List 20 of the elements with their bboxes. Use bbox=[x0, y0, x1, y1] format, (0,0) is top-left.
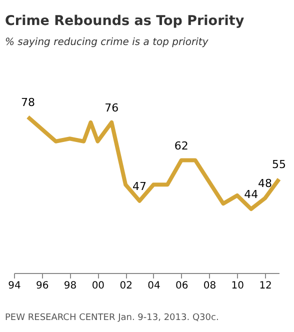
data-label: 47 bbox=[132, 180, 147, 193]
chart-subtitle: % saying reducing crime is a top priority bbox=[5, 37, 210, 48]
x-tick-label: 06 bbox=[176, 280, 188, 292]
data-label: 76 bbox=[104, 101, 119, 114]
x-tick-label: 98 bbox=[64, 280, 77, 292]
data-label: 55 bbox=[272, 158, 286, 172]
chart-title: Crime Rebounds as Top Priority bbox=[5, 13, 244, 29]
data-label: 78 bbox=[20, 96, 35, 109]
x-tick-label: 96 bbox=[36, 280, 49, 292]
x-tick-label: 94 bbox=[8, 280, 21, 292]
data-label: 62 bbox=[174, 139, 188, 152]
x-tick-label: 08 bbox=[203, 280, 216, 292]
text: PEW RESEARCH CENTER Jan. 9-13, 2013. Q30c. bbox=[5, 313, 219, 323]
x-tick-label: 12 bbox=[259, 280, 272, 292]
x-tick-label: 00 bbox=[92, 280, 105, 292]
x-tick-label: 10 bbox=[231, 280, 244, 292]
x-tick-label: 02 bbox=[120, 280, 132, 292]
data-label: 44 bbox=[244, 188, 258, 201]
data-label: 48 bbox=[258, 177, 272, 190]
x-tick-label: 04 bbox=[148, 280, 160, 292]
